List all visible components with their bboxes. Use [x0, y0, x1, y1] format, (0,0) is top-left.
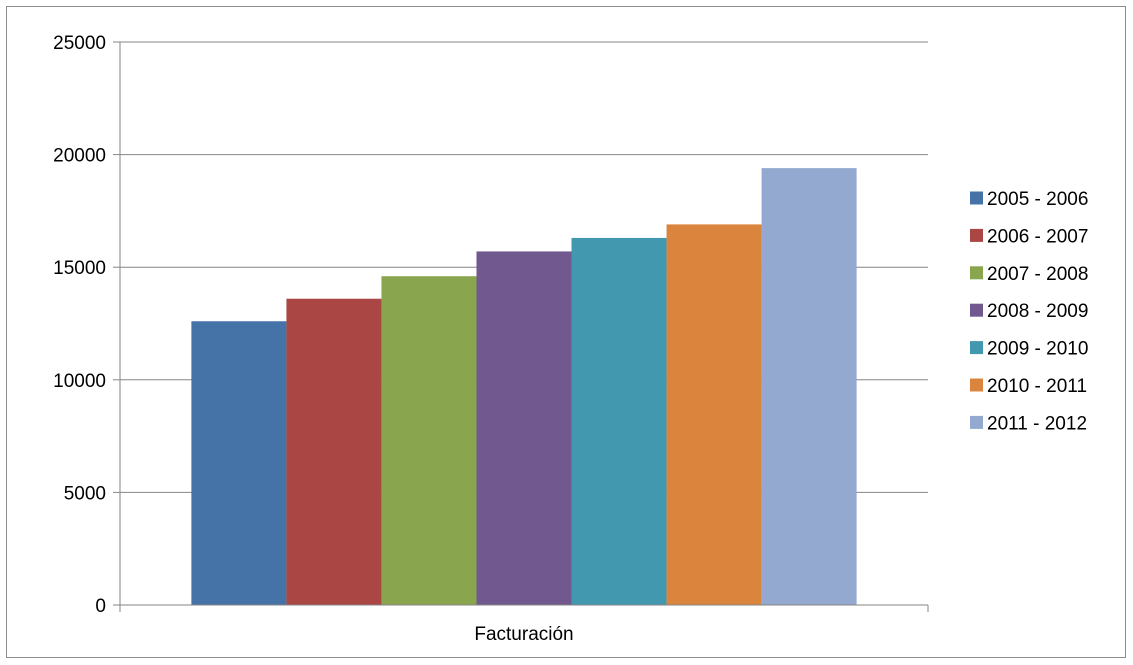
legend-swatch [970, 191, 983, 205]
y-tick-label: 10000 [53, 371, 106, 392]
legend-swatch [970, 228, 983, 242]
legend-label: 2010 - 2011 [987, 376, 1087, 397]
y-tick-label: 15000 [53, 258, 106, 279]
legend-swatch [970, 266, 983, 280]
axes [119, 42, 929, 612]
legend-label: 2005 - 2006 [987, 189, 1088, 210]
bars [191, 168, 857, 606]
legend-label: 2011 - 2012 [987, 413, 1087, 434]
legend-label: 2009 - 2010 [987, 339, 1088, 360]
bar-2010-2011 [666, 224, 762, 606]
y-tick-label: 0 [95, 596, 106, 617]
legend-label: 2008 - 2009 [987, 301, 1088, 322]
bar-2008-2009 [476, 251, 572, 605]
bar-2005-2006 [191, 321, 287, 605]
legend-swatch [970, 341, 983, 355]
y-tick-label: 5000 [64, 483, 106, 504]
bar-2009-2010 [571, 237, 667, 605]
legend-label: 2006 - 2007 [987, 226, 1088, 247]
bar-2011-2012 [761, 168, 857, 605]
bar-2006-2007 [286, 298, 382, 605]
y-tick-label: 25000 [53, 33, 106, 54]
x-category-label: Facturación [474, 624, 573, 645]
legend-swatch [970, 378, 983, 392]
legend-label: 2007 - 2008 [987, 264, 1088, 285]
x-axis-labels: Facturación [474, 624, 573, 645]
legend-swatch [970, 415, 983, 429]
legend: 2005 - 2006 2006 - 2007 2007 - 2008 2008 - … [970, 189, 1088, 434]
legend-swatch [970, 303, 983, 317]
y-axis-ticks: 0 5000 10000 15000 20000 25000 [53, 33, 120, 617]
bar-2007-2008 [381, 276, 477, 605]
y-tick-label: 20000 [53, 146, 106, 167]
